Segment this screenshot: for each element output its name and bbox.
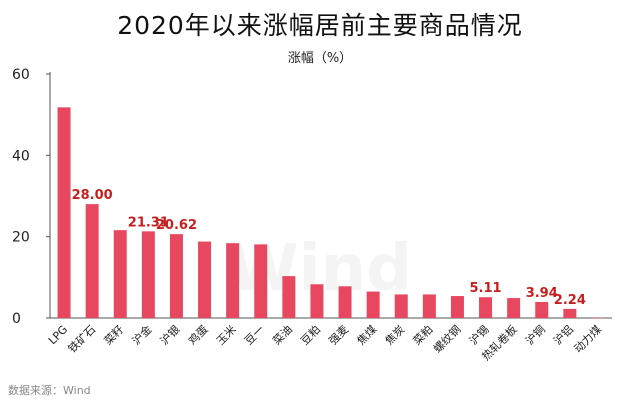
x-tick-label: 豆粕: [298, 322, 323, 347]
x-tick-label: LPG: [46, 323, 70, 347]
x-tick-label: 豆一: [242, 323, 267, 348]
bar-动力煤: [591, 317, 605, 319]
data-label: 5.11: [470, 281, 502, 296]
data-label: 20.62: [156, 218, 197, 233]
x-tick-label: 动力煤: [572, 323, 605, 356]
source-note: 数据来源：Wind: [8, 384, 91, 397]
x-tick-label: 螺纹钢: [430, 322, 463, 355]
x-tick-label: 菜油: [270, 322, 295, 347]
bar-强麦: [338, 286, 352, 318]
x-tick-label: 玉米: [214, 323, 239, 348]
bar-沪银: [169, 234, 183, 318]
y-tick-label: 40: [12, 148, 30, 164]
x-tick-label: 沪铜: [522, 322, 547, 347]
bar-焦煤: [366, 291, 380, 318]
data-label: 21.31: [128, 215, 169, 230]
chart-title: 2020年以来涨幅居前主要商品情况: [117, 11, 523, 40]
bar-铁矿石: [85, 204, 99, 318]
x-tick-label: 菜籽: [102, 323, 127, 348]
bar-菜籽: [113, 230, 127, 318]
data-label: 2.24: [554, 293, 586, 308]
x-tick-label: 鸡蛋: [185, 322, 210, 347]
bar-沪金: [141, 231, 155, 318]
bar-鸡蛋: [198, 241, 212, 318]
x-tick-label: 焦煤: [355, 323, 380, 348]
bar-菜粕: [422, 294, 436, 318]
x-tick-label: 铁矿石: [66, 323, 99, 356]
x-tick-label: 焦炭: [383, 323, 408, 348]
bar-玉米: [226, 243, 240, 318]
x-tick-label: 沪铝: [551, 322, 576, 347]
bar-LPG: [57, 107, 71, 318]
y-tick-label: 0: [12, 311, 21, 327]
data-label: 28.00: [72, 188, 113, 203]
bar-菜油: [282, 276, 296, 318]
bar-豆一: [254, 244, 268, 318]
y-tick-label: 20: [12, 230, 30, 246]
bar-豆粕: [310, 284, 324, 318]
bar-沪铝: [563, 308, 577, 318]
bar-螺纹钢: [450, 296, 464, 318]
unit-label: 涨幅（%）: [287, 51, 353, 66]
x-tick-label: 沪锡: [466, 322, 491, 347]
x-tick-label: 沪银: [157, 322, 182, 347]
x-tick-label: 强麦: [326, 323, 351, 348]
bar-热轧卷板: [507, 298, 521, 318]
bar-沪铜: [535, 301, 549, 318]
data-label: 3.94: [526, 286, 558, 301]
y-tick-label: 60: [12, 67, 30, 83]
x-tick-label: 沪金: [129, 322, 154, 347]
x-tick-label: 菜粕: [410, 322, 435, 347]
bar-焦炭: [394, 294, 408, 318]
bar-沪锡: [479, 297, 493, 318]
